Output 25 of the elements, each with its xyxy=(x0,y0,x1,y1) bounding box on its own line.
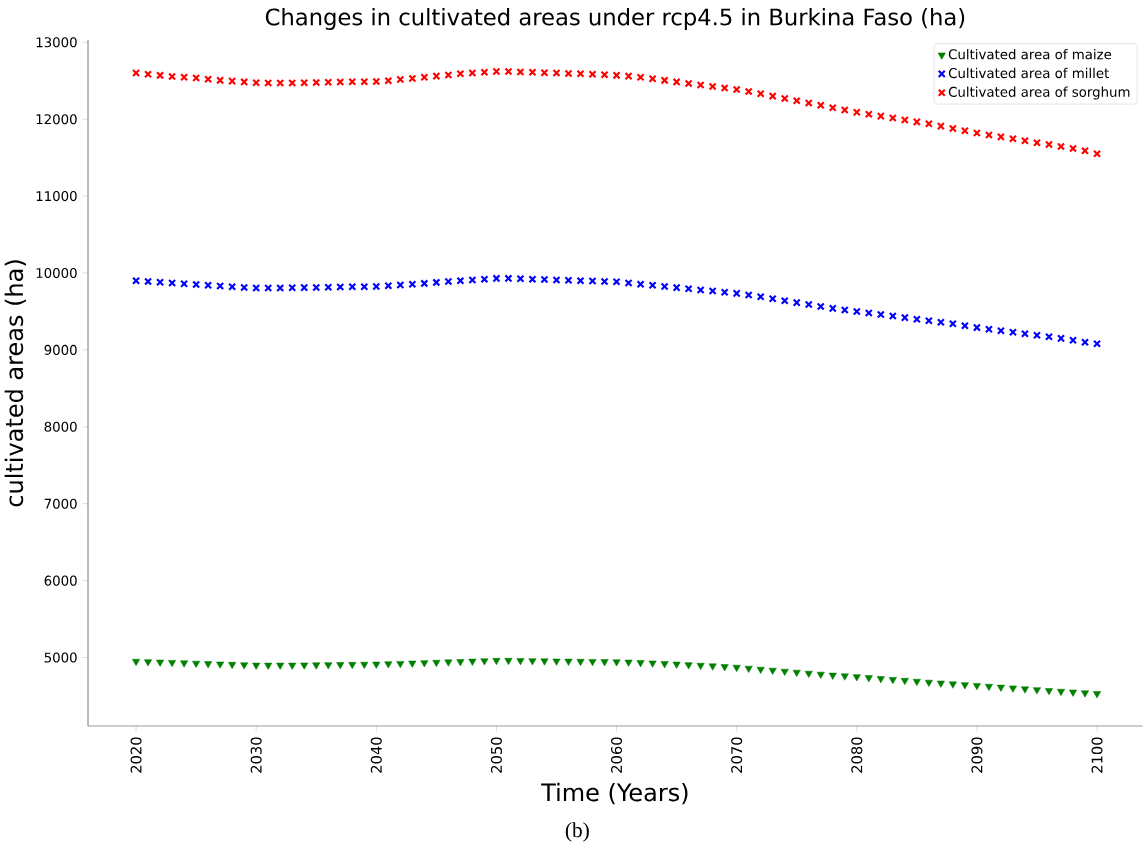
y-tick-label: 12000 xyxy=(36,114,77,125)
y-tick-label: 9000 xyxy=(44,344,77,355)
x-tick-label: 2030 xyxy=(250,737,262,773)
x-tick-label: 2100 xyxy=(1091,737,1103,773)
y-axis-title: cultivated areas (ha) xyxy=(4,260,27,507)
text: (b) xyxy=(565,822,589,842)
x-tick-label: 2060 xyxy=(611,737,623,773)
legend-label: Cultivated area of millet xyxy=(948,67,1109,79)
x-tick-label: 2070 xyxy=(731,737,743,773)
x-tick-label: 2080 xyxy=(851,737,863,773)
x-tick-label: 2020 xyxy=(130,737,142,773)
x-tick-label: 2040 xyxy=(370,737,382,773)
legend-label: Cultivated area of maize xyxy=(948,49,1112,60)
y-tick-label: 8000 xyxy=(44,421,77,432)
y-tick-label: 7000 xyxy=(44,498,77,509)
x-axis-title: Time (Years) xyxy=(541,782,688,805)
y-tick-label: 13000 xyxy=(36,37,77,48)
y-tick-label: 5000 xyxy=(44,652,77,663)
chart-title: Changes in cultivated areas under rcp4.5 in Burkina Faso (ha) xyxy=(265,7,965,30)
y-tick-label: 6000 xyxy=(44,575,77,586)
legend-label: Cultivated area of sorghum xyxy=(948,86,1130,100)
x-tick-label: 2050 xyxy=(490,737,502,773)
y-tick-label: 10000 xyxy=(36,267,77,279)
x-tick-label: 2090 xyxy=(971,737,983,773)
y-tick-label: 11000 xyxy=(36,191,77,202)
